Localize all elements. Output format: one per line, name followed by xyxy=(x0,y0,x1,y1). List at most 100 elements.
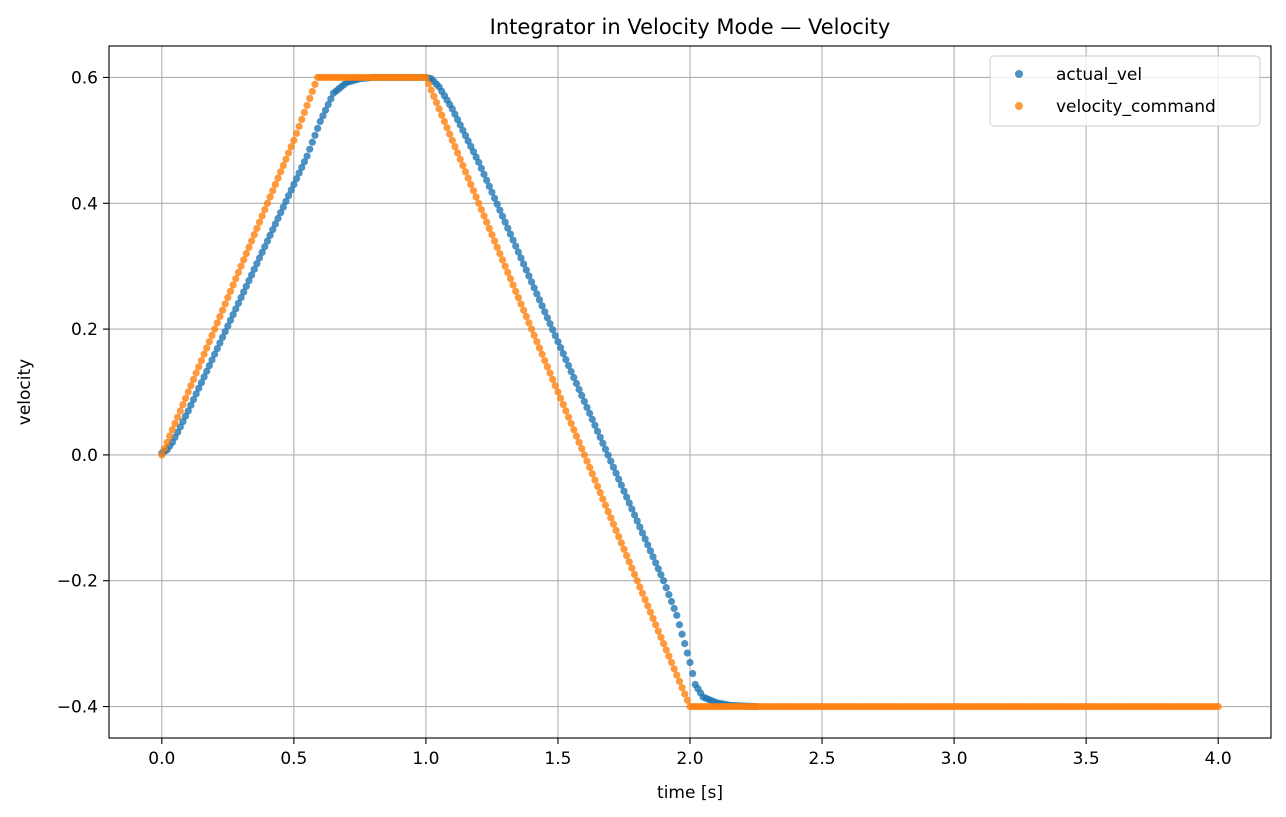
data-point xyxy=(475,199,483,207)
data-point xyxy=(546,369,554,377)
data-point xyxy=(464,174,472,182)
data-point xyxy=(591,476,599,484)
data-point xyxy=(525,272,533,280)
data-point xyxy=(240,288,248,296)
data-point xyxy=(575,438,583,446)
data-point xyxy=(248,237,256,245)
data-point xyxy=(427,86,435,94)
y-tick-label: 0.0 xyxy=(71,446,98,466)
data-point xyxy=(659,640,668,648)
data-point xyxy=(578,445,586,453)
data-point xyxy=(564,413,573,421)
x-tick-label: 4.0 xyxy=(1205,749,1232,769)
data-point xyxy=(234,268,243,277)
ticks-layer: 0.0 0.5 1.0 1.5 2.0 2.5 3.0 3.5 4.0 −0.4 −0.2 0.0 0.… xyxy=(57,68,1232,769)
data-point xyxy=(168,426,176,434)
data-point xyxy=(630,511,639,519)
data-point xyxy=(488,188,496,196)
data-point xyxy=(559,400,567,409)
data-point xyxy=(480,212,488,220)
chart-title: Integrator in Velocity Mode — Velocity xyxy=(490,15,891,39)
grid-layer xyxy=(109,46,1271,738)
data-point xyxy=(654,627,662,635)
x-axis-title: time [s] xyxy=(657,783,723,803)
data-point xyxy=(221,300,229,308)
data-point xyxy=(609,463,618,471)
marks-layer xyxy=(158,73,1222,711)
data-point xyxy=(623,493,631,501)
data-point xyxy=(440,117,448,126)
legend: actual_vel velocity_command xyxy=(989,55,1261,127)
data-point xyxy=(290,136,298,144)
data-point xyxy=(467,180,475,188)
data-point xyxy=(306,94,314,103)
data-point xyxy=(504,224,512,232)
data-point xyxy=(311,80,319,89)
data-point xyxy=(163,438,171,446)
data-point xyxy=(533,338,541,346)
y-tick-label: 0.6 xyxy=(71,68,98,88)
x-tick-label: 2.0 xyxy=(676,749,703,769)
data-point xyxy=(509,281,517,289)
data-point xyxy=(493,200,501,208)
data-point xyxy=(683,649,691,657)
data-point xyxy=(472,193,480,201)
data-point xyxy=(200,350,208,358)
data-point xyxy=(506,275,515,283)
legend-marker-velocity-command xyxy=(1015,102,1023,110)
data-point xyxy=(284,149,293,157)
data-point xyxy=(633,517,641,525)
data-point xyxy=(657,633,665,641)
data-point xyxy=(570,373,578,382)
data-point xyxy=(446,130,454,138)
series-actual-vel xyxy=(158,73,760,711)
data-point xyxy=(620,545,628,553)
data-point xyxy=(657,571,665,579)
data-point xyxy=(459,161,467,170)
data-point xyxy=(184,407,192,415)
data-point xyxy=(203,367,211,375)
data-point xyxy=(567,367,575,376)
data-point xyxy=(625,558,633,566)
data-point xyxy=(216,339,224,347)
data-point xyxy=(224,294,232,302)
data-point xyxy=(641,596,649,604)
data-point xyxy=(678,630,686,638)
data-point xyxy=(213,319,221,327)
data-point xyxy=(211,350,219,358)
data-point xyxy=(628,564,636,572)
data-point xyxy=(448,136,456,144)
data-point xyxy=(274,214,282,222)
data-point xyxy=(615,533,623,541)
data-point xyxy=(496,206,504,214)
data-point xyxy=(303,101,311,110)
data-point xyxy=(501,262,509,270)
data-point xyxy=(208,331,216,339)
data-point xyxy=(290,180,298,188)
data-point xyxy=(562,356,570,364)
data-point xyxy=(554,388,562,396)
data-point xyxy=(229,281,237,289)
data-point xyxy=(578,391,586,400)
data-point xyxy=(443,124,451,132)
data-point xyxy=(601,501,610,509)
data-point xyxy=(221,328,229,336)
data-point xyxy=(670,665,678,673)
y-tick-label: 0.2 xyxy=(71,320,98,340)
data-point xyxy=(448,105,456,113)
data-point xyxy=(287,143,295,151)
data-point xyxy=(316,117,324,126)
data-point xyxy=(591,421,599,429)
data-point xyxy=(438,111,446,119)
data-point xyxy=(649,553,657,561)
data-point xyxy=(266,231,274,239)
data-point xyxy=(306,145,314,153)
data-point xyxy=(617,481,625,489)
data-point xyxy=(226,316,235,324)
data-point xyxy=(319,112,327,120)
data-point xyxy=(174,413,182,421)
x-tick-label: 1.0 xyxy=(412,749,439,769)
data-point xyxy=(646,608,654,616)
